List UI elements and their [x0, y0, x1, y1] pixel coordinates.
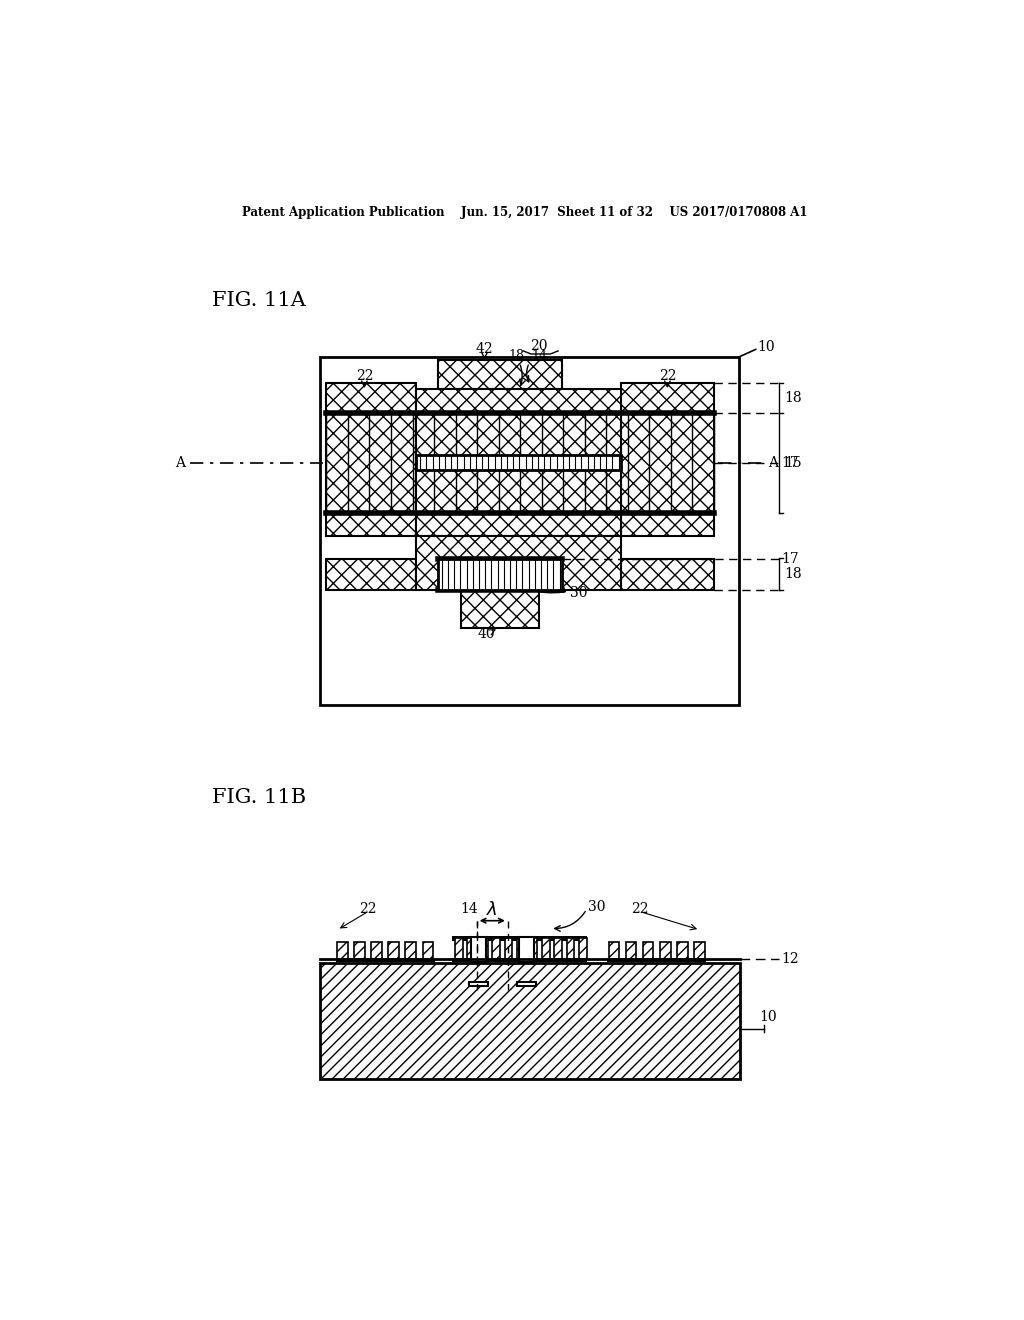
Text: Patent Application Publication    Jun. 15, 2017  Sheet 11 of 32    US 2017/01708: Patent Application Publication Jun. 15, … [242, 206, 808, 219]
Bar [579, 937, 587, 960]
Text: 20: 20 [530, 339, 548, 354]
Text: 14: 14 [531, 348, 547, 362]
Text: 22: 22 [658, 368, 676, 383]
Bar [467, 937, 475, 960]
Bar [626, 942, 636, 960]
Text: 18: 18 [784, 568, 802, 581]
Text: 15: 15 [784, 455, 802, 470]
Text: 17: 17 [781, 455, 799, 470]
Bar [438, 360, 562, 389]
Bar [388, 942, 399, 960]
Text: A: A [175, 455, 185, 470]
Bar [337, 942, 348, 960]
Bar [417, 389, 621, 536]
Text: 22: 22 [359, 902, 377, 916]
Bar [327, 558, 417, 590]
Text: 30: 30 [588, 900, 605, 913]
Bar [417, 455, 621, 470]
Bar [372, 942, 382, 960]
Bar [554, 937, 562, 960]
Bar [452, 936, 587, 941]
Bar [406, 942, 417, 960]
Text: 22: 22 [355, 368, 373, 383]
Text: A: A [768, 455, 778, 470]
Text: FIG. 11A: FIG. 11A [212, 292, 305, 310]
Bar [677, 942, 687, 960]
Bar [608, 942, 620, 960]
Bar [643, 942, 653, 960]
Text: $\lambda$: $\lambda$ [486, 902, 498, 919]
Text: 30: 30 [569, 586, 587, 601]
Text: 10: 10 [758, 341, 775, 354]
Bar [480, 937, 487, 960]
Bar [354, 942, 366, 960]
Bar [621, 558, 714, 590]
Bar [327, 383, 417, 536]
Bar [518, 937, 535, 961]
Bar [493, 937, 500, 960]
Bar [438, 558, 562, 590]
Text: 22: 22 [631, 902, 648, 916]
Bar [659, 942, 671, 960]
Bar [607, 958, 707, 961]
Text: FIG. 11B: FIG. 11B [212, 788, 306, 807]
Bar [529, 937, 538, 960]
Text: 12: 12 [781, 952, 799, 966]
Bar [423, 942, 433, 960]
Text: 17: 17 [781, 552, 799, 566]
Text: 18: 18 [784, 391, 802, 405]
Bar [505, 937, 512, 960]
Bar [517, 937, 524, 960]
Bar [461, 590, 539, 628]
Text: 42: 42 [476, 342, 494, 356]
Text: 40: 40 [477, 627, 495, 642]
Bar [455, 937, 463, 960]
Bar [469, 982, 487, 986]
Bar [417, 536, 621, 590]
Bar [452, 958, 587, 961]
Bar [471, 937, 486, 961]
Text: 18: 18 [509, 348, 524, 362]
Text: 10: 10 [760, 1010, 777, 1024]
Bar [336, 958, 435, 961]
Bar [321, 358, 738, 705]
Bar [693, 942, 705, 960]
Text: 14: 14 [460, 902, 478, 916]
Bar [542, 937, 550, 960]
Bar [517, 982, 536, 986]
Bar [621, 383, 714, 536]
Bar [566, 937, 574, 960]
Bar [321, 964, 740, 1078]
